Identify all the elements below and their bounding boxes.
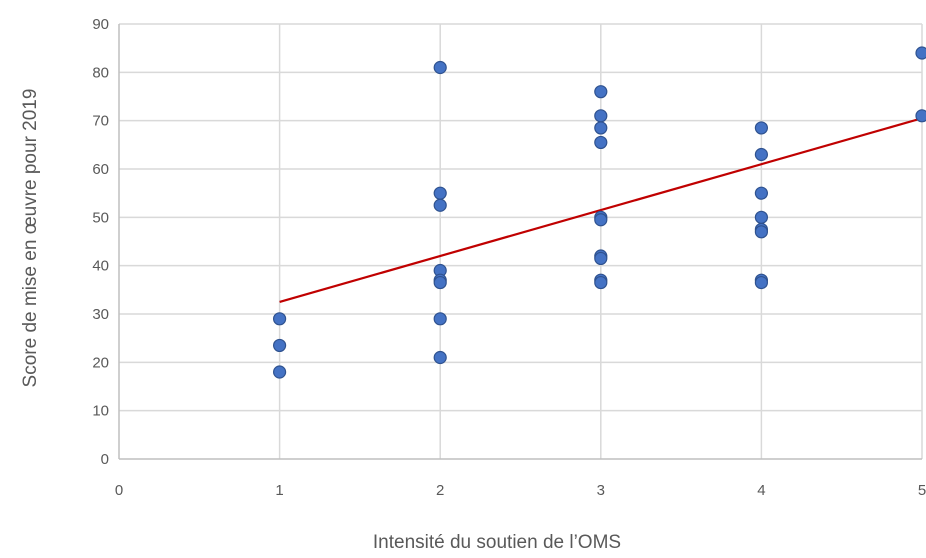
data-point <box>433 275 447 290</box>
data-point <box>273 312 287 326</box>
x-tick-labels: 0 1 2 3 4 5 <box>115 482 926 499</box>
data-point <box>754 121 769 135</box>
x-tick-label: 4 <box>757 482 765 499</box>
data-point <box>433 350 447 365</box>
data-point <box>433 60 447 75</box>
data-point <box>915 109 926 123</box>
x-tick-label: 5 <box>918 482 926 499</box>
y-tick-label: 10 <box>92 403 109 420</box>
data-point <box>433 198 447 212</box>
data-point <box>754 210 769 224</box>
data-point <box>754 225 769 239</box>
trendline <box>279 117 923 303</box>
data-point <box>273 338 287 353</box>
y-tick-label: 90 <box>92 16 109 33</box>
data-point <box>433 186 447 200</box>
data-point <box>594 109 608 123</box>
data-point <box>594 275 608 290</box>
x-tick-label: 0 <box>115 482 123 499</box>
x-tick-label: 1 <box>275 482 283 499</box>
data-points <box>273 46 926 379</box>
x-tick-label: 2 <box>436 482 444 499</box>
data-point <box>594 251 608 266</box>
data-point <box>594 121 608 135</box>
y-tick-label: 80 <box>92 64 109 81</box>
data-point <box>433 312 447 326</box>
y-tick-label: 70 <box>92 113 109 130</box>
data-point <box>594 85 608 99</box>
gridlines <box>119 23 923 459</box>
data-point <box>754 186 769 200</box>
data-point <box>594 135 608 150</box>
data-point <box>754 275 769 290</box>
axes <box>118 24 922 460</box>
y-tick-label: 60 <box>92 161 109 178</box>
trendline-layer <box>279 117 923 303</box>
data-point <box>594 213 608 227</box>
y-tick-label: 40 <box>92 258 109 275</box>
y-tick-label: 30 <box>92 306 109 323</box>
y-tick-label: 0 <box>101 451 109 468</box>
y-axis-title: Score de mise en œuvre pour 2019 <box>20 89 41 388</box>
x-axis-title: Intensité du soutien de l’OMS <box>373 532 621 553</box>
y-tick-labels: 0 10 20 30 40 50 60 70 80 90 <box>92 16 109 468</box>
y-tick-label: 50 <box>92 209 109 226</box>
data-point <box>915 46 926 60</box>
y-tick-label: 20 <box>92 354 109 371</box>
data-point <box>273 365 287 379</box>
x-tick-label: 3 <box>597 482 605 499</box>
data-point <box>754 147 769 162</box>
